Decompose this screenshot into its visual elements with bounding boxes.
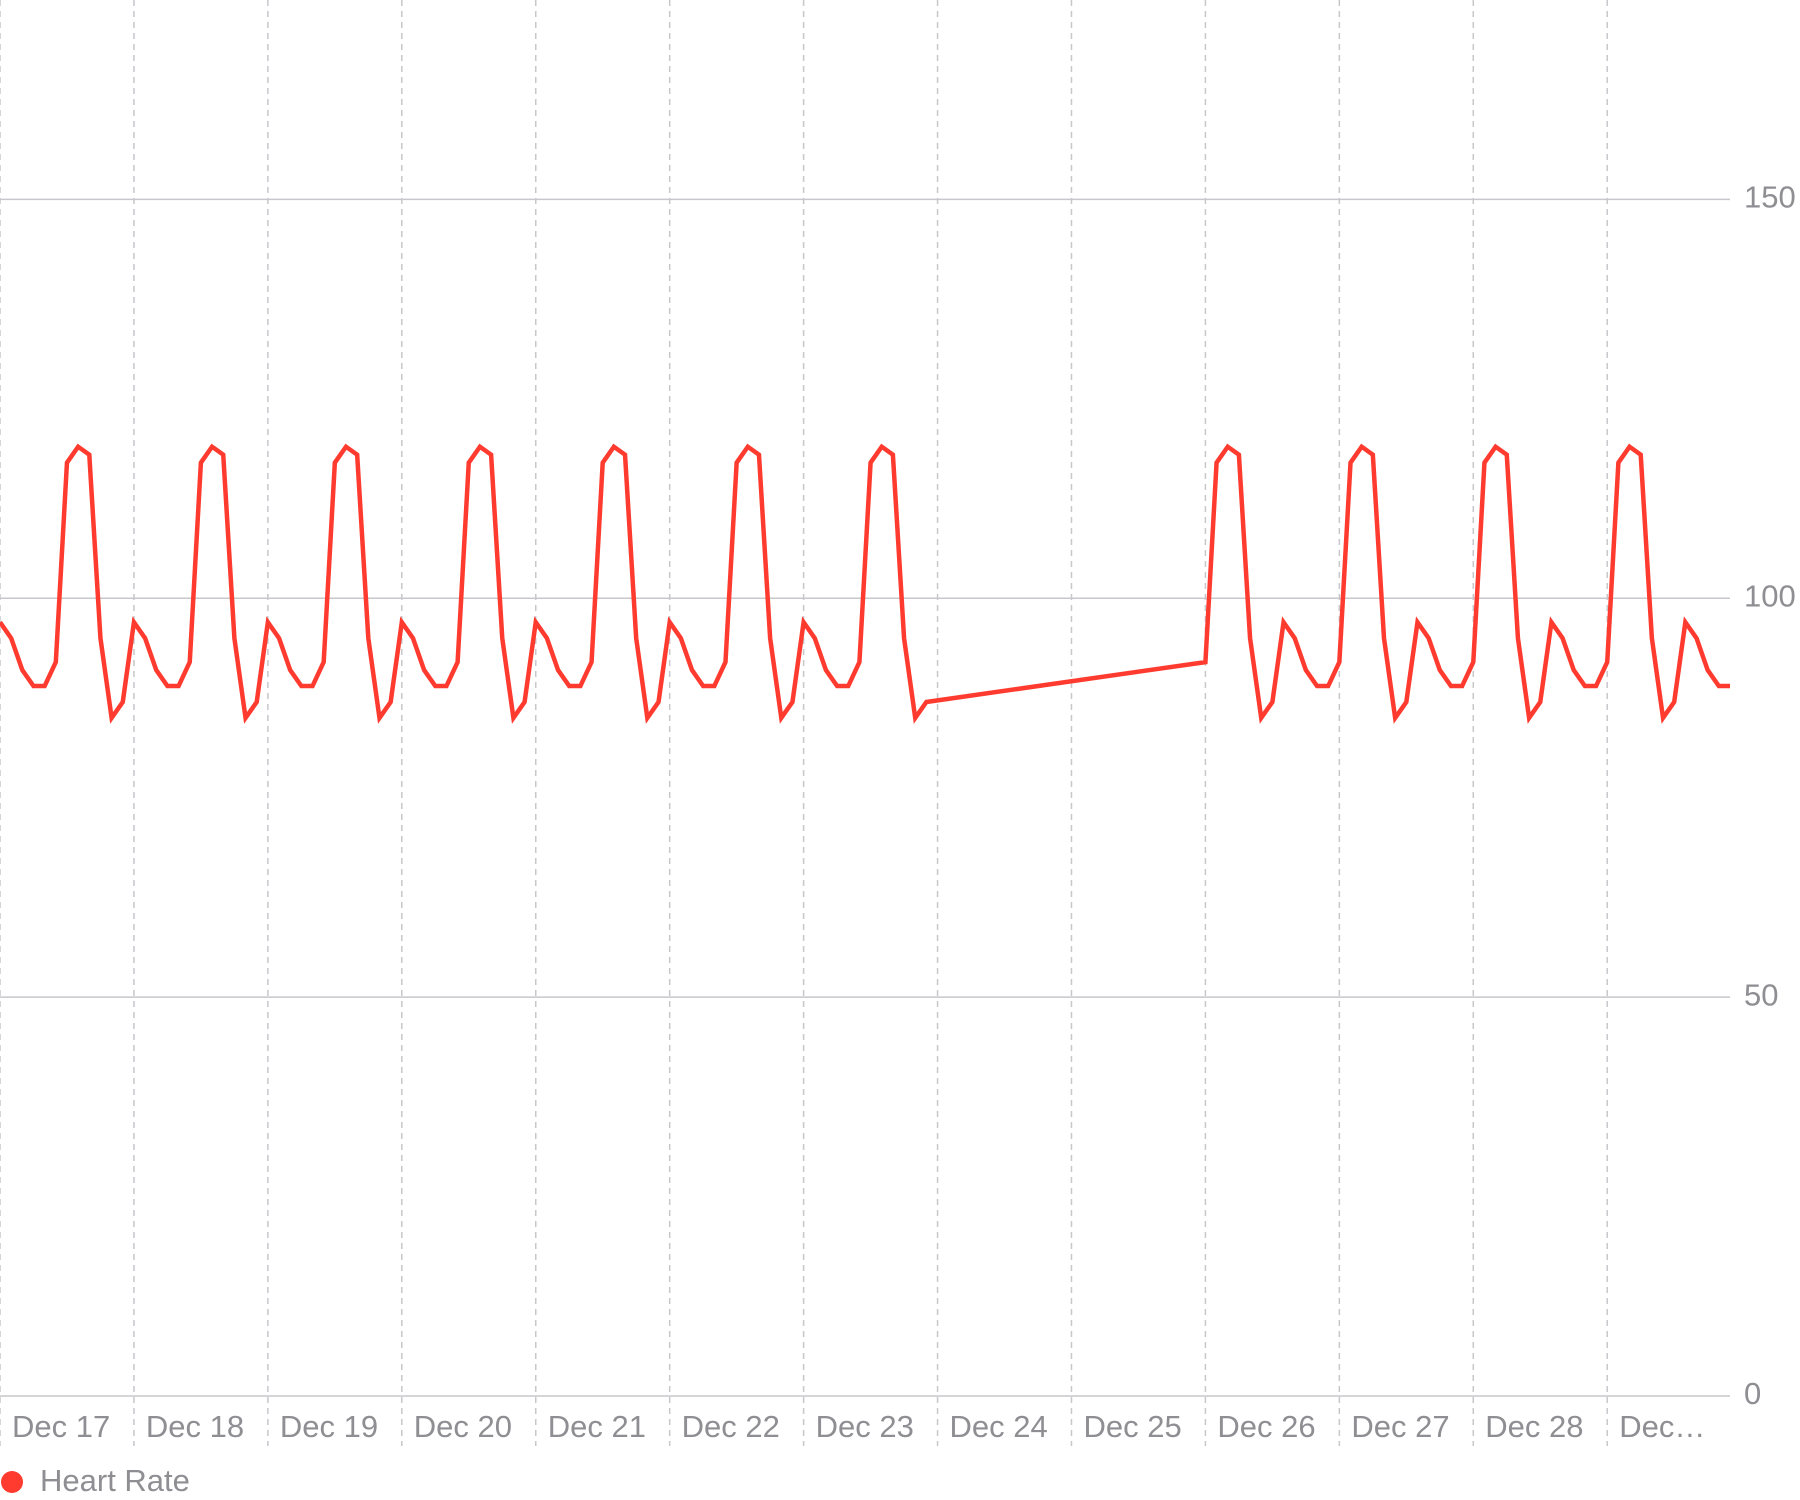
x-tick-label: Dec 20 [414, 1409, 512, 1444]
x-tick-label: Dec 28 [1485, 1409, 1583, 1444]
x-tick-label: Dec 26 [1217, 1409, 1315, 1444]
data-line [0, 443, 1730, 724]
y-tick-label: 150 [1744, 180, 1796, 215]
y-tick-label: 0 [1744, 1376, 1761, 1411]
legend-swatch [1, 1471, 23, 1493]
x-tick-label: Dec… [1619, 1409, 1705, 1444]
legend-label: Heart Rate [40, 1463, 190, 1498]
x-tick-label: Dec 24 [950, 1409, 1048, 1444]
y-tick-label: 50 [1744, 977, 1778, 1012]
x-tick-label: Dec 19 [280, 1409, 378, 1444]
x-tick-label: Dec 18 [146, 1409, 244, 1444]
x-tick-label: Dec 21 [548, 1409, 646, 1444]
x-tick-label: Dec 23 [816, 1409, 914, 1444]
x-tick-label: Dec 25 [1083, 1409, 1181, 1444]
x-tick-label: Dec 17 [12, 1409, 110, 1444]
x-tick-label: Dec 27 [1351, 1409, 1449, 1444]
x-tick-label: Dec 22 [682, 1409, 780, 1444]
y-tick-label: 100 [1744, 578, 1796, 613]
